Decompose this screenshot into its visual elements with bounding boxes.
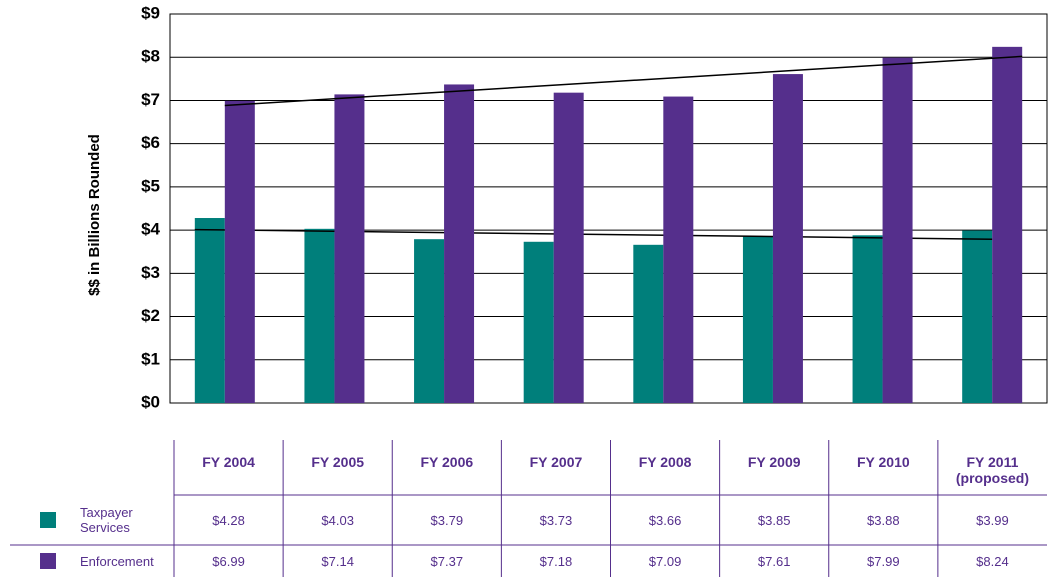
y-tick-label: $6 — [141, 133, 160, 152]
legend-swatch — [40, 553, 56, 569]
bar — [553, 92, 584, 404]
legend-label: Enforcement — [80, 553, 154, 569]
bar — [852, 235, 883, 403]
value-cell: $3.66 — [648, 512, 682, 528]
bar — [414, 239, 445, 403]
column-header: FY 2005 — [311, 454, 365, 470]
bar — [523, 241, 554, 403]
value-cell: $7.37 — [430, 553, 464, 569]
bar — [444, 84, 475, 404]
bar — [992, 46, 1023, 404]
trend-line — [224, 55, 1023, 107]
bar — [962, 230, 993, 403]
value-cell: $7.14 — [321, 553, 354, 569]
y-axis-label: $$ in Billions Rounded — [86, 134, 103, 296]
value-cell: $4.03 — [321, 512, 354, 528]
value-cell: $7.18 — [539, 553, 573, 569]
value-cell: $3.85 — [757, 512, 791, 528]
y-tick-label: $5 — [141, 176, 160, 195]
legend-label: Taxpayer Services — [80, 505, 133, 535]
value-cell: $3.88 — [867, 512, 900, 528]
y-tick-label: $7 — [141, 90, 160, 109]
trend-line — [194, 228, 993, 240]
value-cell: $3.73 — [539, 512, 573, 528]
plot-area — [169, 13, 1048, 404]
value-cell: $7.09 — [648, 553, 682, 569]
column-header: FY 2010 — [856, 454, 910, 470]
y-tick-label: $0 — [141, 392, 160, 411]
value-cell: $3.79 — [430, 512, 464, 528]
bar — [882, 57, 913, 403]
value-cell: $4.28 — [212, 512, 245, 528]
bar — [224, 100, 255, 404]
bar — [772, 74, 803, 403]
bar — [304, 228, 335, 403]
column-header: FY 2008 — [638, 454, 692, 470]
legend-swatch — [40, 512, 56, 528]
value-cell: $6.99 — [212, 553, 245, 569]
y-tick-label: $9 — [141, 3, 160, 22]
value-cell: $7.61 — [757, 553, 791, 569]
column-header: FY 2007 — [529, 454, 583, 470]
y-tick-label: $2 — [141, 306, 160, 325]
y-tick-label: $8 — [141, 47, 160, 66]
value-cell: $7.99 — [867, 553, 900, 569]
column-header: FY 2009 — [747, 454, 801, 470]
bar — [194, 218, 225, 403]
column-header: FY 2011 (proposed) — [955, 454, 1029, 486]
bar — [633, 244, 664, 403]
bar — [742, 236, 773, 403]
value-cell: $3.99 — [976, 512, 1009, 528]
bar — [663, 96, 694, 403]
bar — [334, 94, 365, 403]
y-tick-label: $3 — [141, 263, 160, 282]
y-tick-label: $1 — [141, 349, 160, 368]
y-tick-label: $4 — [141, 220, 160, 239]
column-header: FY 2004 — [202, 454, 255, 470]
value-cell: $8.24 — [976, 553, 1009, 569]
column-header: FY 2006 — [420, 454, 474, 470]
